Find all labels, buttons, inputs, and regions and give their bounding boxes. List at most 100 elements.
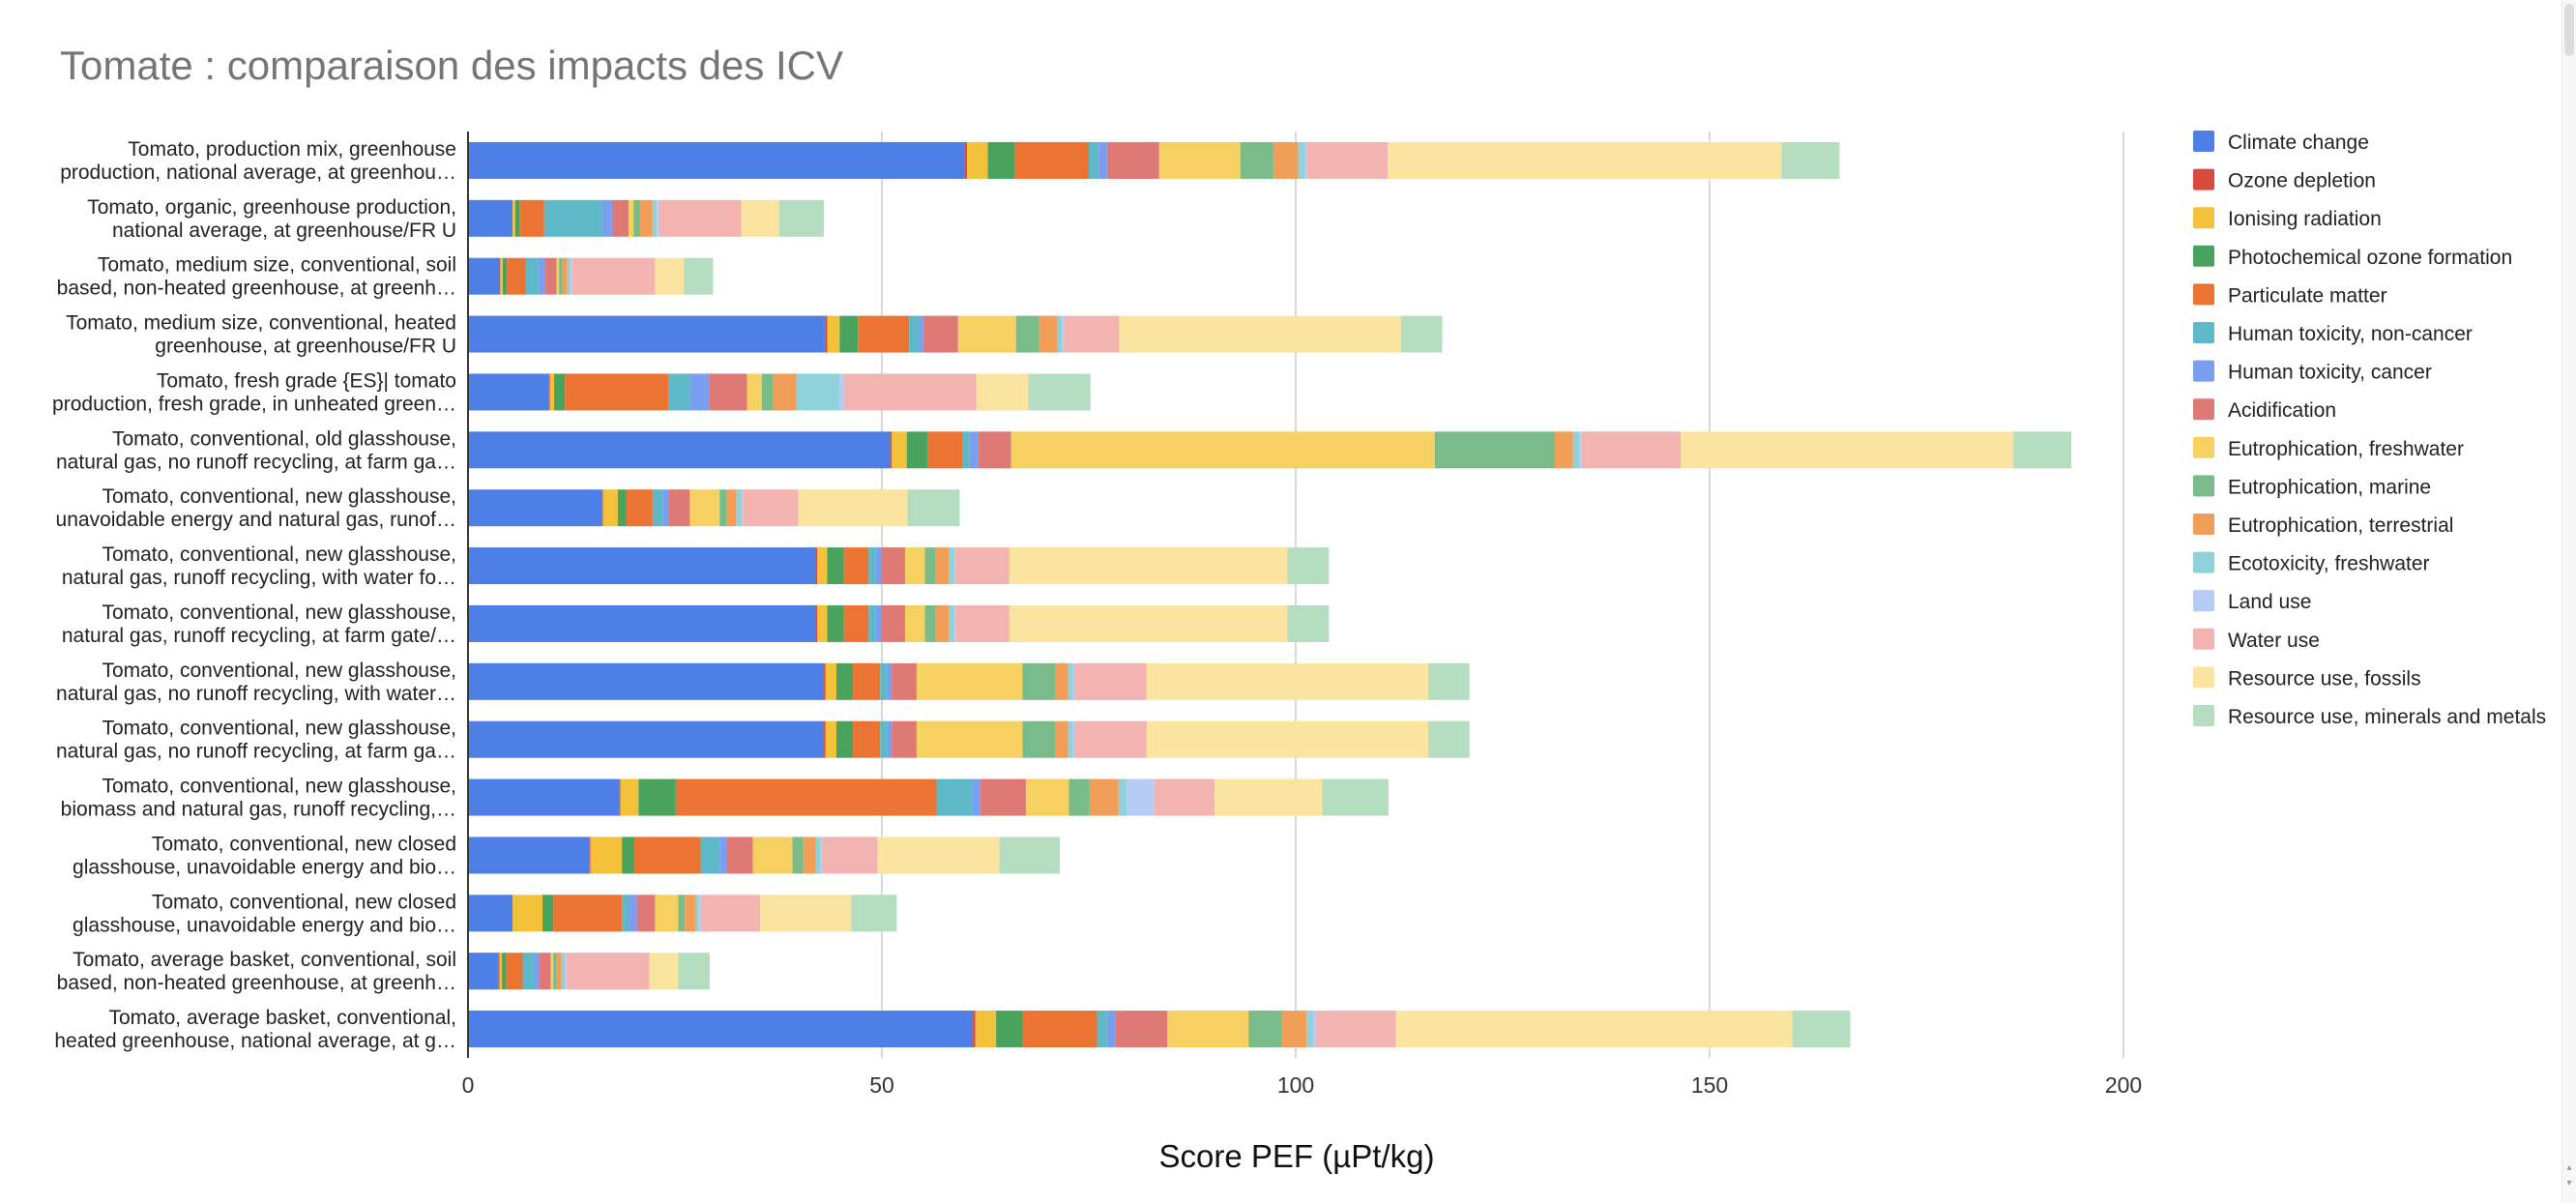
bar-segment <box>824 720 826 758</box>
bar-segment <box>1287 604 1330 642</box>
legend-item[interactable]: Resource use, fossils <box>2193 666 2421 690</box>
bar-segment <box>1315 1011 1396 1048</box>
bar-segment <box>601 489 603 527</box>
bar-segment <box>685 895 696 932</box>
legend-item[interactable]: Resource use, minerals and metals <box>2193 705 2546 728</box>
bar-segment <box>1055 720 1068 758</box>
category-label-line: Tomato, medium size, conventional, heate… <box>66 312 456 335</box>
legend-swatch <box>2193 168 2214 191</box>
bar-segment <box>1089 141 1099 179</box>
category-label-line: Tomato, conventional, new closed <box>152 891 456 913</box>
category-label: Tomato, conventional, new glasshouse, nat… <box>56 660 456 705</box>
bar-segment <box>752 836 793 874</box>
bar-segment <box>468 662 825 700</box>
legend-label: Eutrophication, terrestrial <box>2228 514 2453 537</box>
bar-segment <box>1057 315 1063 353</box>
bar-segment <box>658 199 742 237</box>
bar-segment <box>562 257 568 295</box>
legend-item[interactable]: Eutrophication, marine <box>2193 475 2431 498</box>
bar-segment <box>798 489 908 527</box>
bar-segment <box>655 257 685 295</box>
bar-segment <box>927 431 963 469</box>
bar-segment <box>1167 1011 1249 1048</box>
bar-segment <box>662 489 670 527</box>
bar-segment <box>700 895 761 932</box>
legend-label: Ozone depletion <box>2228 170 2376 192</box>
bar-segment <box>1064 315 1120 353</box>
legend-swatch <box>2193 207 2214 229</box>
bar-segment <box>548 373 550 411</box>
bar-segment <box>689 489 720 527</box>
bar-segment <box>709 373 747 411</box>
legend-item[interactable]: Particulate matter <box>2193 283 2387 307</box>
bar-segment <box>512 895 543 932</box>
category-label-line: biomass and natural gas, runoff recyclin… <box>61 799 456 821</box>
category-label-line: Tomato, organic, greenhouse production, <box>87 196 456 219</box>
bar-segment <box>1089 778 1119 816</box>
bar-segment <box>611 199 629 237</box>
bars <box>468 141 2072 1048</box>
category-label-line: heated greenhouse, national average, at … <box>54 1030 456 1052</box>
bar-segment <box>1115 1011 1168 1048</box>
legend-item[interactable]: Photochemical ozone formation <box>2193 245 2512 269</box>
bar-segment <box>633 199 641 237</box>
bar-segment <box>839 315 859 353</box>
bar-segment <box>843 547 869 585</box>
bar-segment <box>906 431 928 469</box>
bar-segment <box>957 315 1016 353</box>
legend-item[interactable]: Acidification <box>2193 398 2336 422</box>
legend-item[interactable]: Eutrophication, freshwater <box>2193 436 2464 460</box>
bar-segment <box>619 778 621 816</box>
vertical-scrollbar[interactable]: ▴ ▾ <box>2561 0 2576 1203</box>
bar-segment <box>924 547 936 585</box>
bar-segment <box>668 373 690 411</box>
bar-segment <box>695 895 699 932</box>
bar-segment <box>792 836 804 874</box>
legend-item[interactable]: Eutrophication, terrestrial <box>2193 513 2453 537</box>
legend-label: Ecotoxicity, freshwater <box>2228 553 2430 575</box>
bar-segment <box>909 315 920 353</box>
scrollbar-thumb[interactable] <box>2564 4 2574 56</box>
bar-segment <box>622 836 635 874</box>
legend-swatch <box>2193 322 2214 343</box>
bar-segment <box>955 604 1010 642</box>
legend-item[interactable]: Climate change <box>2193 131 2369 154</box>
legend-item[interactable]: Ozone depletion <box>2193 168 2376 192</box>
bar-segment <box>602 489 618 527</box>
bar-segment <box>675 778 937 816</box>
bar-segment <box>498 953 500 990</box>
scroll-down-arrow-icon[interactable]: ▾ <box>2566 1178 2572 1188</box>
bar-segment <box>1009 547 1288 585</box>
legend-swatch <box>2193 245 2214 267</box>
legend-item[interactable]: Land use <box>2193 590 2311 613</box>
bar-segment <box>468 257 500 295</box>
category-label: Tomato, conventional, old glasshouse, nat… <box>56 427 456 473</box>
category-label-line: glasshouse, unavoidable energy and bio… <box>73 856 456 878</box>
bar-segment <box>1074 720 1147 758</box>
legend: Climate change Ozone depletion Ionising ra… <box>2193 131 2546 728</box>
category-label-line: unavoidable energy and natural gas, runo… <box>56 509 456 531</box>
bar-segment <box>655 895 679 932</box>
bar-segment <box>877 836 1000 874</box>
bar-segment <box>825 662 836 700</box>
bar-segment <box>544 257 557 295</box>
legend-item[interactable]: Human toxicity, cancer <box>2193 360 2432 384</box>
bar-segment <box>556 257 560 295</box>
scroll-up-arrow-icon[interactable]: ▴ <box>2566 1162 2572 1173</box>
legend-swatch <box>2193 628 2214 650</box>
legend-item[interactable]: Human toxicity, non-cancer <box>2193 322 2473 345</box>
bar-segment <box>629 199 634 237</box>
bar-segment <box>550 953 554 990</box>
bar-segment <box>468 953 499 990</box>
category-label-line: production, national average, at greenho… <box>60 161 456 184</box>
bar-segment <box>949 547 954 585</box>
legend-label: Photochemical ozone formation <box>2228 247 2512 269</box>
legend-item[interactable]: Ionising radiation <box>2193 207 2382 230</box>
legend-item[interactable]: Water use <box>2193 628 2320 652</box>
legend-item[interactable]: Ecotoxicity, freshwater <box>2193 551 2430 575</box>
bar-segment <box>512 199 515 237</box>
bar-segment <box>1572 431 1580 469</box>
legend-swatch <box>2193 131 2214 152</box>
bar-segment <box>935 604 950 642</box>
category-labels: Tomato, production mix, greenhouse produc… <box>52 138 456 1052</box>
